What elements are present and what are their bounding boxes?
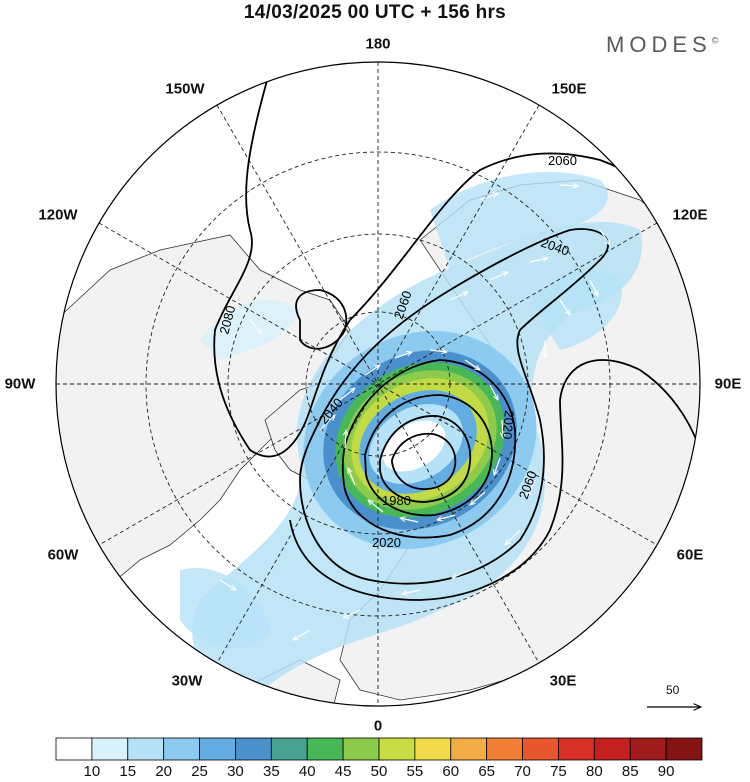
colorbar-label: 60 <box>442 763 460 780</box>
colorbar-swatch <box>127 737 165 761</box>
colorbar-label: 85 <box>621 763 639 780</box>
colorbar-swatch <box>486 737 523 761</box>
colorbar-label: 30 <box>227 763 244 780</box>
colorbar-label: 80 <box>585 763 603 780</box>
colorbar-label: 25 <box>191 763 208 780</box>
chart-title: 14/03/2025 00 UTC + 156 hrs <box>243 2 507 23</box>
lon-label-30w: 30W <box>171 672 203 690</box>
reference-vector-arrow <box>647 683 705 723</box>
colorbar-swatch <box>522 737 559 761</box>
colorbar-swatch <box>163 737 200 761</box>
colorbar-label: 75 <box>550 763 567 780</box>
lon-label-180: 180 <box>365 35 391 53</box>
colorbar-label: 55 <box>406 763 424 780</box>
brand-logo: MODES© <box>606 32 718 58</box>
lon-label-60w: 60W <box>47 546 79 564</box>
reference-vector-label: 50 <box>666 683 680 697</box>
colorbar-swatch <box>558 737 595 761</box>
contour-label: 2060 <box>548 153 577 168</box>
colorbar-swatch <box>450 737 488 761</box>
lon-label-60e: 60E <box>676 546 704 564</box>
colorbar-label: 45 <box>334 763 352 780</box>
colorbar-label: 65 <box>478 763 495 780</box>
colorbar-swatch <box>378 737 416 761</box>
colorbar <box>55 737 703 761</box>
lon-label-90e: 90E <box>714 375 742 393</box>
colorbar-label: 10 <box>83 763 101 780</box>
colorbar-swatch <box>199 737 236 761</box>
colorbar-label: 90 <box>657 763 675 780</box>
colorbar-label: 70 <box>514 763 531 780</box>
map-boundary <box>55 61 701 707</box>
colorbar-swatch <box>270 737 308 761</box>
contour-label: 2080 <box>216 304 238 336</box>
lon-label-0: 0 <box>373 717 383 735</box>
colorbar-swatch <box>55 737 93 761</box>
colorbar-swatch <box>306 737 344 761</box>
lon-label-150e: 150E <box>551 80 587 98</box>
colorbar-swatch <box>235 737 272 761</box>
colorbar-swatch <box>629 737 667 761</box>
colorbar-label: 50 <box>370 763 388 780</box>
contour-label: 2020 <box>372 535 401 550</box>
colorbar-swatch <box>342 737 380 761</box>
colorbar-swatch <box>91 737 129 761</box>
colorbar-swatch <box>414 737 452 761</box>
lon-label-150w: 150W <box>165 80 205 98</box>
colorbar-label: 35 <box>262 763 280 780</box>
contour-label: 1980 <box>382 493 411 508</box>
wind-vectors <box>219 185 610 640</box>
colorbar-swatch <box>665 737 703 761</box>
colorbar-label: 20 <box>155 763 172 780</box>
colorbar-label: 40 <box>298 763 316 780</box>
copyright-mark: © <box>711 35 719 46</box>
lon-label-120e: 120E <box>672 206 708 224</box>
brand-name: MODES <box>606 32 712 57</box>
contour-label: 2020 <box>499 410 516 440</box>
lon-label-120w: 120W <box>38 206 78 224</box>
colorbar-swatch <box>593 737 631 761</box>
lon-label-90w: 90W <box>4 375 36 393</box>
colorbar-label: 15 <box>119 763 137 780</box>
lon-label-30e: 30E <box>549 672 577 690</box>
